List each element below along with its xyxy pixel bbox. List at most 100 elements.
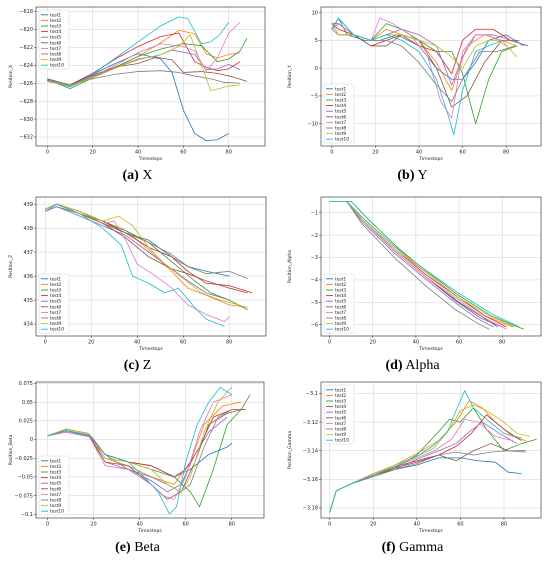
y-tick-label: −630 — [19, 117, 33, 123]
series-line-test8 — [329, 201, 490, 330]
caption-beta-text: Beta — [134, 540, 160, 555]
series-line-test4 — [331, 23, 529, 75]
series-line-test8 — [329, 450, 526, 513]
legend: test1test2test3test4test5test6test7test8… — [38, 455, 70, 516]
caption-gamma-letter: (f) — [381, 540, 396, 555]
legend-label-test1: test1 — [335, 387, 346, 393]
x-tick-label: 40 — [135, 150, 141, 156]
legend-label-test6: test6 — [50, 304, 61, 310]
legend-label-test1: test1 — [50, 458, 61, 464]
x-tick-label: 60 — [457, 522, 463, 528]
legend-label-test3: test3 — [335, 288, 346, 294]
series-line-test4 — [47, 32, 241, 86]
caption-x-text: X — [142, 168, 153, 183]
y-tick-label: 435 — [23, 298, 33, 304]
series-line-test4 — [45, 203, 253, 294]
series-lines — [47, 386, 251, 515]
series-line-test3 — [329, 201, 524, 330]
y-tick-label: −3.1 — [306, 391, 318, 397]
series-line-test7 — [47, 21, 241, 88]
y-tick-label: 439 — [23, 202, 33, 208]
caption-x: (a) X — [0, 168, 275, 184]
legend-label-test3: test3 — [335, 399, 346, 405]
series-line-test2 — [329, 201, 514, 328]
chart-alpha-svg: 0 20 40 60 80 −1 −2 −3 −4 −5 −6 Timesteps Position_A… — [287, 196, 542, 352]
series-line-test10 — [329, 390, 522, 513]
x-tick-label: 60 — [456, 340, 462, 346]
y-tick-label: −5 — [311, 94, 318, 100]
y-axis-label: Position_Beta — [8, 434, 14, 465]
y-tick-label: −1 — [311, 210, 318, 216]
legend-label-test6: test6 — [335, 415, 346, 421]
y-tick-label: −620 — [19, 27, 33, 33]
legend-label-test1: test1 — [335, 86, 346, 92]
caption-z-letter: (c) — [123, 358, 140, 373]
chart-beta-svg: 0 20 40 60 80 0.075 0.05 0.025 0 −0.025 −0.05 −0.07… — [8, 381, 265, 534]
series-line-test7 — [47, 394, 232, 500]
caption-alpha-letter: (d) — [385, 358, 403, 373]
series-line-test8 — [45, 203, 248, 279]
series-line-test1 — [329, 457, 522, 513]
y-tick-label: 0 — [30, 437, 33, 443]
legend-label-test9: test9 — [50, 321, 61, 327]
x-tick-label: 80 — [499, 340, 505, 346]
y-tick-label: −3.16 — [303, 477, 318, 483]
series-line-test7 — [329, 418, 513, 513]
legend-label-test5: test5 — [50, 481, 61, 487]
tick-labels: 0 20 40 60 80 −618 −620 −622 −624 −626 −628 −630 −63… — [19, 9, 232, 155]
legend-label-test3: test3 — [335, 98, 346, 104]
caption-z-text: Z — [142, 358, 152, 373]
legend-label-test3: test3 — [50, 288, 61, 294]
legend-label-test1: test1 — [50, 12, 61, 18]
x-tick-label: 0 — [328, 522, 331, 528]
y-tick-label: −4 — [311, 278, 318, 284]
x-tick-label: 20 — [88, 340, 94, 346]
x-tick-label: 80 — [501, 522, 507, 528]
series-line-test5 — [47, 416, 228, 493]
series-line-test2 — [331, 23, 518, 91]
y-tick-label: 5 — [315, 38, 318, 44]
legend: test1test2test3test4test5test6test7test8… — [38, 9, 70, 70]
series-line-test6 — [329, 443, 526, 513]
legend-label-test9: test9 — [50, 503, 61, 509]
legend-label-test6: test6 — [335, 304, 346, 310]
grid — [321, 197, 541, 336]
series-line-test6 — [45, 203, 248, 294]
series-line-test4 — [329, 414, 522, 513]
x-tick-label: 20 — [370, 522, 376, 528]
y-tick-label: 436 — [23, 274, 33, 280]
series-lines — [47, 16, 248, 142]
plot-frame — [35, 196, 267, 337]
chart-panel-y: 0 20 40 60 80 10 5 0 −5 −10 Timesteps Position_Y tes… — [275, 0, 550, 190]
legend-label-test4: test4 — [50, 293, 61, 299]
legend: test1test2test3test4test5test6test7test8… — [323, 273, 355, 334]
caption-beta-letter: (e) — [115, 540, 131, 555]
y-axis-label: Position_Z — [8, 255, 14, 278]
x-tick-label: 80 — [226, 150, 232, 156]
legend-label-test5: test5 — [50, 35, 61, 41]
legend-label-test3: test3 — [50, 470, 61, 476]
series-line-test2 — [45, 203, 248, 308]
x-axis-label: Timesteps — [138, 346, 163, 352]
x-tick-label: 0 — [330, 150, 333, 156]
legend-label-test2: test2 — [50, 282, 61, 288]
x-tick-label: 40 — [416, 150, 422, 156]
legend-label-test2: test2 — [50, 464, 61, 470]
series-line-test6 — [47, 409, 242, 500]
chart-z-svg: 0 20 40 60 80 439 438 437 436 435 434 Timesteps Posi… — [8, 196, 267, 352]
x-tick-label: 40 — [414, 522, 420, 528]
chart-gamma-svg: 0 20 40 60 80 −3.1 −3.12 −3.14 −3.16 −3.18 Timeste… — [287, 381, 542, 534]
tick-labels: 0 20 40 60 80 −3.1 −3.12 −3.14 −3.16 −3.18 — [303, 391, 507, 527]
caption-gamma: (f) Gamma — [275, 540, 550, 556]
chart-panel-beta: 0 20 40 60 80 0.075 0.05 0.025 0 −0.025 −0.05 −0.07… — [0, 377, 275, 561]
legend-label-test2: test2 — [335, 393, 346, 399]
x-axis-label: Timesteps — [138, 156, 163, 162]
caption-alpha: (d) Alpha — [275, 358, 550, 374]
chart-x-svg: 0 20 40 60 80 −618 −620 −622 −624 −626 −628 −630 −63… — [8, 6, 266, 162]
legend-label-test10: test10 — [335, 438, 349, 444]
y-tick-label: −0.05 — [18, 475, 33, 481]
legend-label-test7: test7 — [335, 421, 346, 427]
y-tick-label: −2 — [311, 233, 318, 239]
series-line-test5 — [45, 206, 230, 301]
y-tick-label: 438 — [23, 226, 33, 232]
